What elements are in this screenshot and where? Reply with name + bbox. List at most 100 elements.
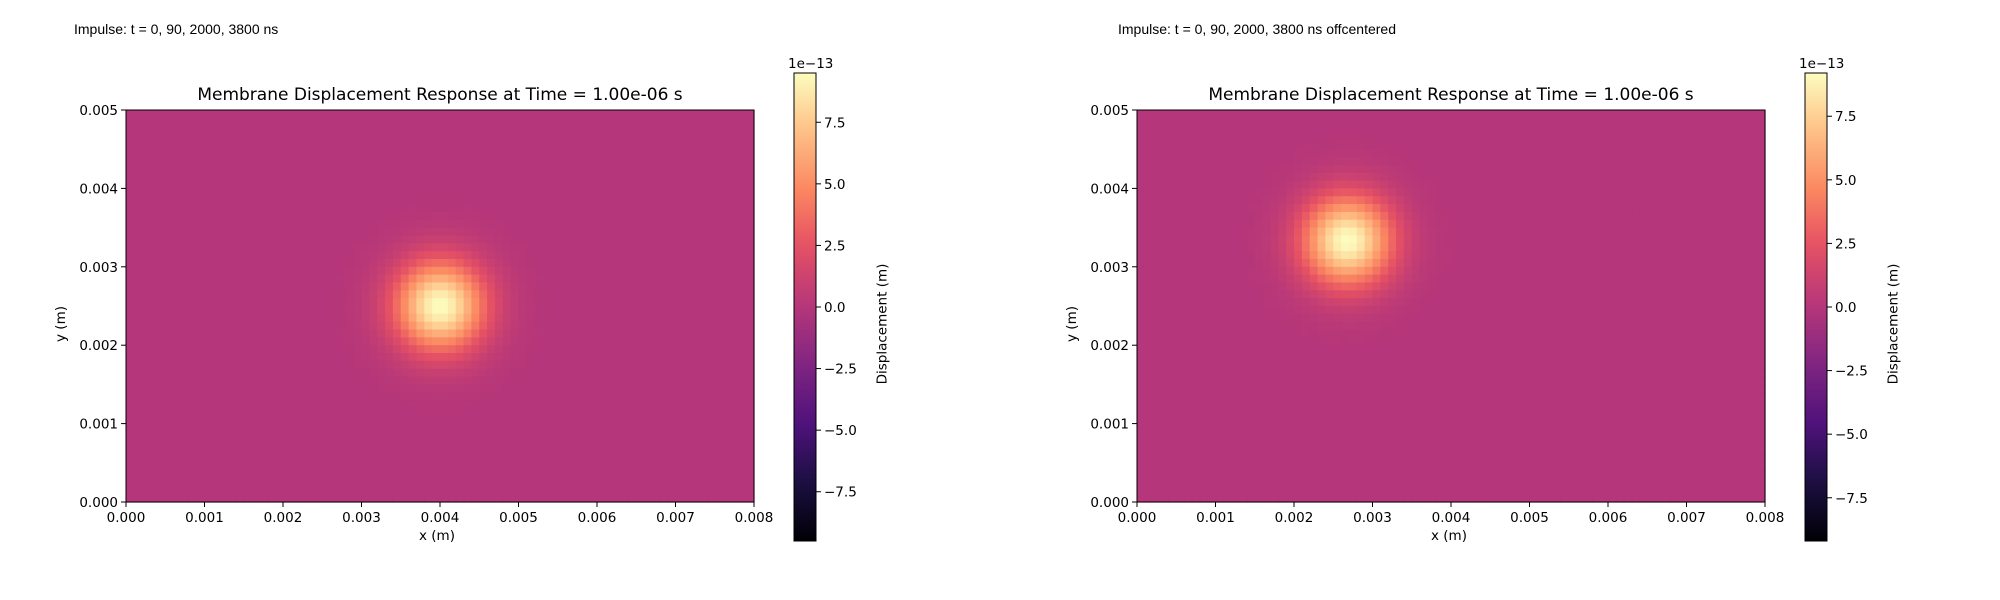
heatmap-cell [243,180,253,189]
heatmap-cell [314,117,323,127]
heatmap-cell [267,196,276,205]
heatmap-cell [235,266,245,276]
heatmap-cell [314,164,323,174]
heatmap-cell [220,337,229,346]
heatmap-cell [455,376,465,385]
heatmap-cell [1505,180,1515,189]
heatmap-cell [165,125,174,135]
heatmap-cell [667,157,677,166]
heatmap-cell [212,164,221,174]
heatmap-cell [1207,125,1217,135]
heatmap-cell [283,227,292,237]
heatmap-cell [651,321,661,331]
heatmap-cell [377,360,386,370]
heatmap-cell [738,125,747,135]
heatmap-cell [385,470,394,480]
heatmap-cell [1231,141,1240,150]
heatmap-cell [706,368,716,378]
heatmap-cell [157,329,166,338]
heatmap-cell [141,392,151,401]
heatmap-cell [612,141,622,150]
y-tick-label: 0.003 [79,260,118,276]
heatmap-cell [628,415,637,425]
heatmap-cell [275,149,284,158]
heatmap-cell [651,447,661,456]
heatmap-cell [487,227,496,237]
heatmap-cell [243,360,253,370]
heatmap-cell [1191,196,1201,205]
heatmap-cell [173,353,182,362]
heatmap-cell [330,290,339,299]
heatmap-cell [644,306,653,315]
heatmap-cell [290,110,300,119]
heatmap-cell [141,133,151,142]
heatmap-cell [675,368,684,378]
heatmap-cell [628,462,637,472]
heatmap-cell [220,204,229,213]
heatmap-cell [416,157,425,166]
heatmap-cell [691,329,700,338]
heatmap-cell [463,196,472,205]
heatmap-cell [644,470,653,480]
heatmap-cell [314,125,323,135]
heatmap-cell [165,384,174,393]
heatmap-cell [440,290,449,299]
heatmap-cell [502,376,512,385]
heatmap-cell [377,462,386,472]
heatmap-cell [126,376,135,385]
heatmap-cell [1710,164,1719,174]
heatmap-cell [714,211,724,221]
heatmap-cell [330,180,339,189]
heatmap-cell [165,368,174,378]
heatmap-cell [1341,164,1350,174]
heatmap-cell [494,415,504,425]
heatmap-cell [691,345,700,354]
heatmap-cell [636,125,645,135]
heatmap-cell [455,204,465,213]
heatmap-cell [463,353,472,362]
heatmap-cell [149,337,158,346]
heatmap-cell [534,407,543,417]
heatmap-cell [432,360,441,370]
heatmap-cell [196,462,206,472]
heatmap-cell [1160,110,1169,119]
heatmap-cell [628,313,637,323]
heatmap-cell [510,266,520,276]
heatmap-cell [542,227,551,237]
heatmap-cell [251,251,261,260]
heatmap-cell [157,431,166,440]
heatmap-cell [1615,172,1625,182]
heatmap-cell [228,149,237,158]
heatmap-cell [432,407,441,417]
heatmap-cell [251,360,261,370]
heatmap-cell [510,164,520,174]
heatmap-cell [1435,117,1444,127]
heatmap-cell [1694,180,1703,189]
heatmap-cell [683,423,692,433]
heatmap-cell [542,447,551,456]
heatmap-cell [204,274,213,284]
heatmap-cell [408,462,418,472]
heatmap-cell [589,117,598,127]
heatmap-cell [353,290,363,299]
heatmap-cell [604,133,614,142]
heatmap-cell [479,219,488,229]
heatmap-cell [330,266,339,276]
heatmap-cell [691,298,700,307]
heatmap-cell [549,227,559,237]
heatmap-cell [1694,110,1703,119]
heatmap-cell [683,196,692,205]
heatmap-cell [526,400,535,409]
heatmap-cell [173,431,182,440]
heatmap-cell [188,313,198,323]
heatmap-cell [330,470,339,480]
heatmap-cell [126,400,135,409]
heatmap-cell [149,321,158,331]
heatmap-cell [259,274,268,284]
heatmap-cell [612,313,622,323]
heatmap-cell [549,478,559,487]
heatmap-cell [235,258,245,268]
heatmap-cell [557,368,567,378]
heatmap-cell [1176,125,1185,135]
heatmap-cell [683,133,692,142]
